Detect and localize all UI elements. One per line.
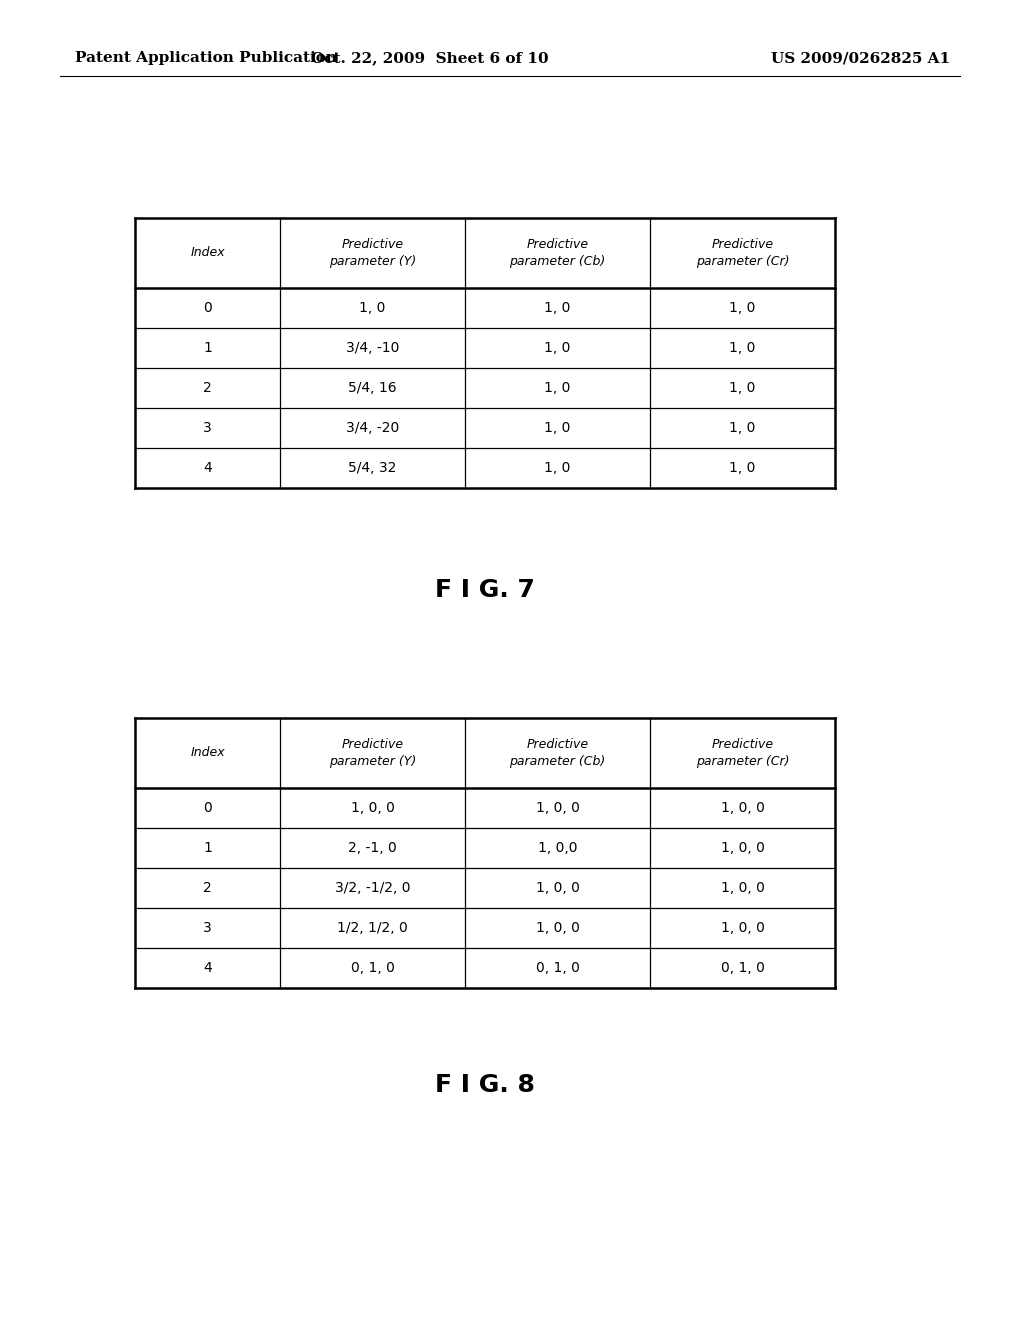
Text: 1, 0: 1, 0 (359, 301, 386, 315)
Text: 2, -1, 0: 2, -1, 0 (348, 841, 397, 855)
Text: Predictive
parameter (Cb): Predictive parameter (Cb) (509, 238, 605, 268)
Text: 5/4, 16: 5/4, 16 (348, 381, 397, 395)
Text: 3/4, -10: 3/4, -10 (346, 341, 399, 355)
Text: 0: 0 (203, 801, 212, 814)
Text: Predictive
parameter (Cr): Predictive parameter (Cr) (695, 238, 790, 268)
Text: 3: 3 (203, 421, 212, 436)
Text: 1: 1 (203, 841, 212, 855)
Text: US 2009/0262825 A1: US 2009/0262825 A1 (771, 51, 950, 65)
Text: 1, 0: 1, 0 (729, 381, 756, 395)
Text: 1, 0: 1, 0 (545, 341, 570, 355)
Text: Index: Index (190, 247, 225, 260)
Text: 4: 4 (203, 461, 212, 475)
Text: 1, 0: 1, 0 (729, 461, 756, 475)
Text: 2: 2 (203, 381, 212, 395)
Text: 1, 0, 0: 1, 0, 0 (721, 921, 765, 935)
Text: 1/2, 1/2, 0: 1/2, 1/2, 0 (337, 921, 408, 935)
Text: F I G. 8: F I G. 8 (435, 1073, 535, 1097)
Text: 0, 1, 0: 0, 1, 0 (350, 961, 394, 975)
Text: 1, 0: 1, 0 (729, 301, 756, 315)
Text: Oct. 22, 2009  Sheet 6 of 10: Oct. 22, 2009 Sheet 6 of 10 (311, 51, 549, 65)
Text: 1, 0: 1, 0 (545, 381, 570, 395)
Text: 3: 3 (203, 921, 212, 935)
Text: 3/2, -1/2, 0: 3/2, -1/2, 0 (335, 880, 411, 895)
Text: Index: Index (190, 747, 225, 759)
Text: 1, 0: 1, 0 (729, 421, 756, 436)
Text: 0, 1, 0: 0, 1, 0 (536, 961, 580, 975)
Text: 1, 0: 1, 0 (729, 341, 756, 355)
Text: Predictive
parameter (Y): Predictive parameter (Y) (329, 238, 416, 268)
Text: 1, 0, 0: 1, 0, 0 (536, 801, 580, 814)
Text: 4: 4 (203, 961, 212, 975)
Text: 1: 1 (203, 341, 212, 355)
Text: 1, 0, 0: 1, 0, 0 (536, 921, 580, 935)
Text: Predictive
parameter (Cb): Predictive parameter (Cb) (509, 738, 605, 768)
Text: 1, 0: 1, 0 (545, 301, 570, 315)
Text: 1, 0: 1, 0 (545, 461, 570, 475)
Text: 1, 0, 0: 1, 0, 0 (721, 880, 765, 895)
Text: 0: 0 (203, 301, 212, 315)
Text: Predictive
parameter (Cr): Predictive parameter (Cr) (695, 738, 790, 768)
Text: 1, 0: 1, 0 (545, 421, 570, 436)
Text: 1, 0, 0: 1, 0, 0 (721, 841, 765, 855)
Text: 1, 0,0: 1, 0,0 (538, 841, 578, 855)
Text: Predictive
parameter (Y): Predictive parameter (Y) (329, 738, 416, 768)
Text: F I G. 7: F I G. 7 (435, 578, 535, 602)
Text: 1, 0, 0: 1, 0, 0 (350, 801, 394, 814)
Text: Patent Application Publication: Patent Application Publication (75, 51, 337, 65)
Text: 0, 1, 0: 0, 1, 0 (721, 961, 765, 975)
Text: 2: 2 (203, 880, 212, 895)
Text: 3/4, -20: 3/4, -20 (346, 421, 399, 436)
Text: 1, 0, 0: 1, 0, 0 (536, 880, 580, 895)
Text: 5/4, 32: 5/4, 32 (348, 461, 396, 475)
Text: 1, 0, 0: 1, 0, 0 (721, 801, 765, 814)
